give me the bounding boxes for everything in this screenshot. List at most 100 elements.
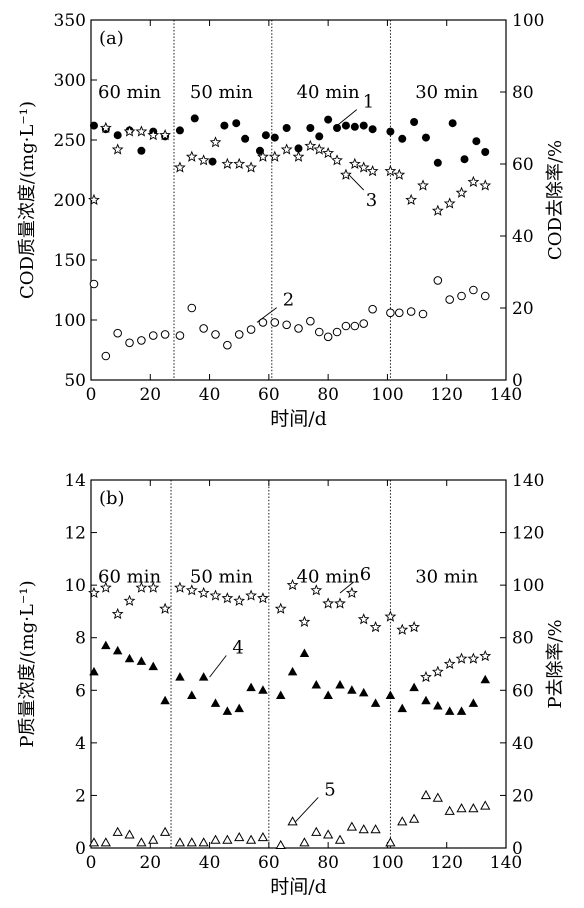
data-point bbox=[137, 336, 146, 345]
data-point bbox=[221, 592, 234, 604]
data-point bbox=[418, 309, 428, 319]
phase-label: 50 min bbox=[190, 567, 253, 588]
y-tick-label: 200 bbox=[54, 191, 86, 211]
data-point bbox=[246, 682, 256, 692]
panel-b: 0 20 40 60 80 100 120 1400246810121402040608010… bbox=[17, 471, 566, 898]
data-point bbox=[433, 276, 443, 285]
data-point bbox=[460, 155, 469, 164]
x-tick-label: 0 bbox=[86, 853, 97, 873]
data-point bbox=[304, 139, 317, 152]
data-point bbox=[210, 834, 221, 844]
data-point bbox=[298, 615, 311, 627]
data-point bbox=[322, 146, 335, 159]
data-point bbox=[397, 703, 407, 713]
data-point bbox=[111, 607, 124, 620]
phase-label: 50 min bbox=[190, 82, 253, 103]
data-point bbox=[137, 146, 146, 155]
y2-tick-label: 0 bbox=[512, 371, 523, 391]
data-point bbox=[88, 837, 100, 847]
data-point bbox=[323, 829, 334, 839]
data-point bbox=[408, 620, 421, 633]
data-point bbox=[420, 789, 432, 800]
data-point bbox=[270, 133, 279, 142]
data-point bbox=[234, 703, 244, 713]
data-point bbox=[359, 121, 368, 130]
data-point bbox=[469, 285, 478, 295]
data-point bbox=[299, 648, 310, 657]
data-point bbox=[468, 698, 479, 707]
data-point bbox=[258, 685, 268, 694]
data-point bbox=[113, 328, 122, 338]
y2-tick-label: 0 bbox=[512, 839, 523, 859]
data-point bbox=[479, 649, 492, 662]
data-point bbox=[185, 584, 198, 596]
phase-label: 30 min bbox=[415, 82, 478, 103]
data-point bbox=[468, 803, 479, 813]
x-tick-label: 20 bbox=[139, 853, 161, 873]
data-point bbox=[448, 119, 457, 128]
data-point bbox=[433, 158, 442, 167]
annotation-label: 4 bbox=[232, 637, 243, 658]
data-point bbox=[433, 701, 443, 710]
data-point bbox=[366, 164, 379, 177]
data-point bbox=[101, 640, 111, 650]
data-point bbox=[211, 330, 220, 339]
data-point bbox=[397, 816, 408, 826]
data-point bbox=[174, 837, 186, 847]
x-tick-label: 140 bbox=[490, 853, 522, 873]
data-point bbox=[286, 578, 299, 591]
data-point bbox=[481, 148, 490, 156]
panel-a: 0 20 40 60 80 100 120 1405010015020025030035002… bbox=[17, 11, 566, 430]
data-point bbox=[341, 321, 351, 331]
data-point bbox=[123, 594, 136, 606]
data-point bbox=[480, 674, 490, 684]
x-tick-label: 60 bbox=[258, 385, 280, 405]
x-tick-label: 80 bbox=[317, 385, 339, 405]
annotation-label: 2 bbox=[283, 290, 294, 311]
y2-tick-label: 80 bbox=[512, 629, 534, 649]
data-point bbox=[174, 581, 186, 593]
data-point bbox=[187, 690, 197, 700]
data-point bbox=[222, 834, 233, 844]
data-point bbox=[432, 792, 443, 802]
data-point bbox=[357, 613, 370, 625]
data-point bbox=[148, 331, 158, 340]
data-point bbox=[175, 126, 184, 135]
series-5 bbox=[88, 789, 491, 850]
data-point bbox=[445, 295, 454, 304]
series-3 bbox=[88, 121, 492, 216]
y-tick-label: 8 bbox=[75, 629, 86, 649]
data-point bbox=[99, 121, 112, 134]
data-point bbox=[384, 164, 397, 177]
data-point bbox=[409, 682, 419, 692]
annotation-label: 6 bbox=[360, 564, 371, 585]
x-tick-label: 100 bbox=[371, 853, 403, 873]
data-point bbox=[480, 800, 491, 810]
x-tick-label: 60 bbox=[258, 853, 280, 873]
data-point bbox=[370, 824, 381, 834]
data-point bbox=[209, 136, 222, 148]
data-point bbox=[275, 839, 286, 850]
data-point bbox=[456, 803, 467, 813]
data-point bbox=[221, 157, 234, 170]
y-tick-label: 50 bbox=[64, 371, 86, 391]
data-point bbox=[100, 837, 111, 847]
data-point bbox=[147, 581, 160, 593]
data-point bbox=[384, 610, 397, 622]
data-point bbox=[323, 332, 333, 342]
x-tick-label: 100 bbox=[371, 385, 403, 405]
y2-tick-label: 60 bbox=[512, 681, 534, 701]
y2-tick-label: 80 bbox=[512, 83, 534, 103]
data-point bbox=[160, 330, 170, 339]
y2-tick-label: 60 bbox=[512, 155, 534, 175]
y-tick-label: 6 bbox=[75, 681, 86, 701]
data-point bbox=[314, 327, 324, 337]
data-point bbox=[385, 690, 396, 700]
x-tick-label: 40 bbox=[199, 385, 221, 405]
data-point bbox=[311, 826, 322, 836]
data-point bbox=[233, 594, 246, 606]
data-point bbox=[135, 125, 148, 137]
data-point bbox=[223, 340, 232, 350]
data-point bbox=[101, 351, 111, 361]
data-point bbox=[421, 695, 431, 705]
